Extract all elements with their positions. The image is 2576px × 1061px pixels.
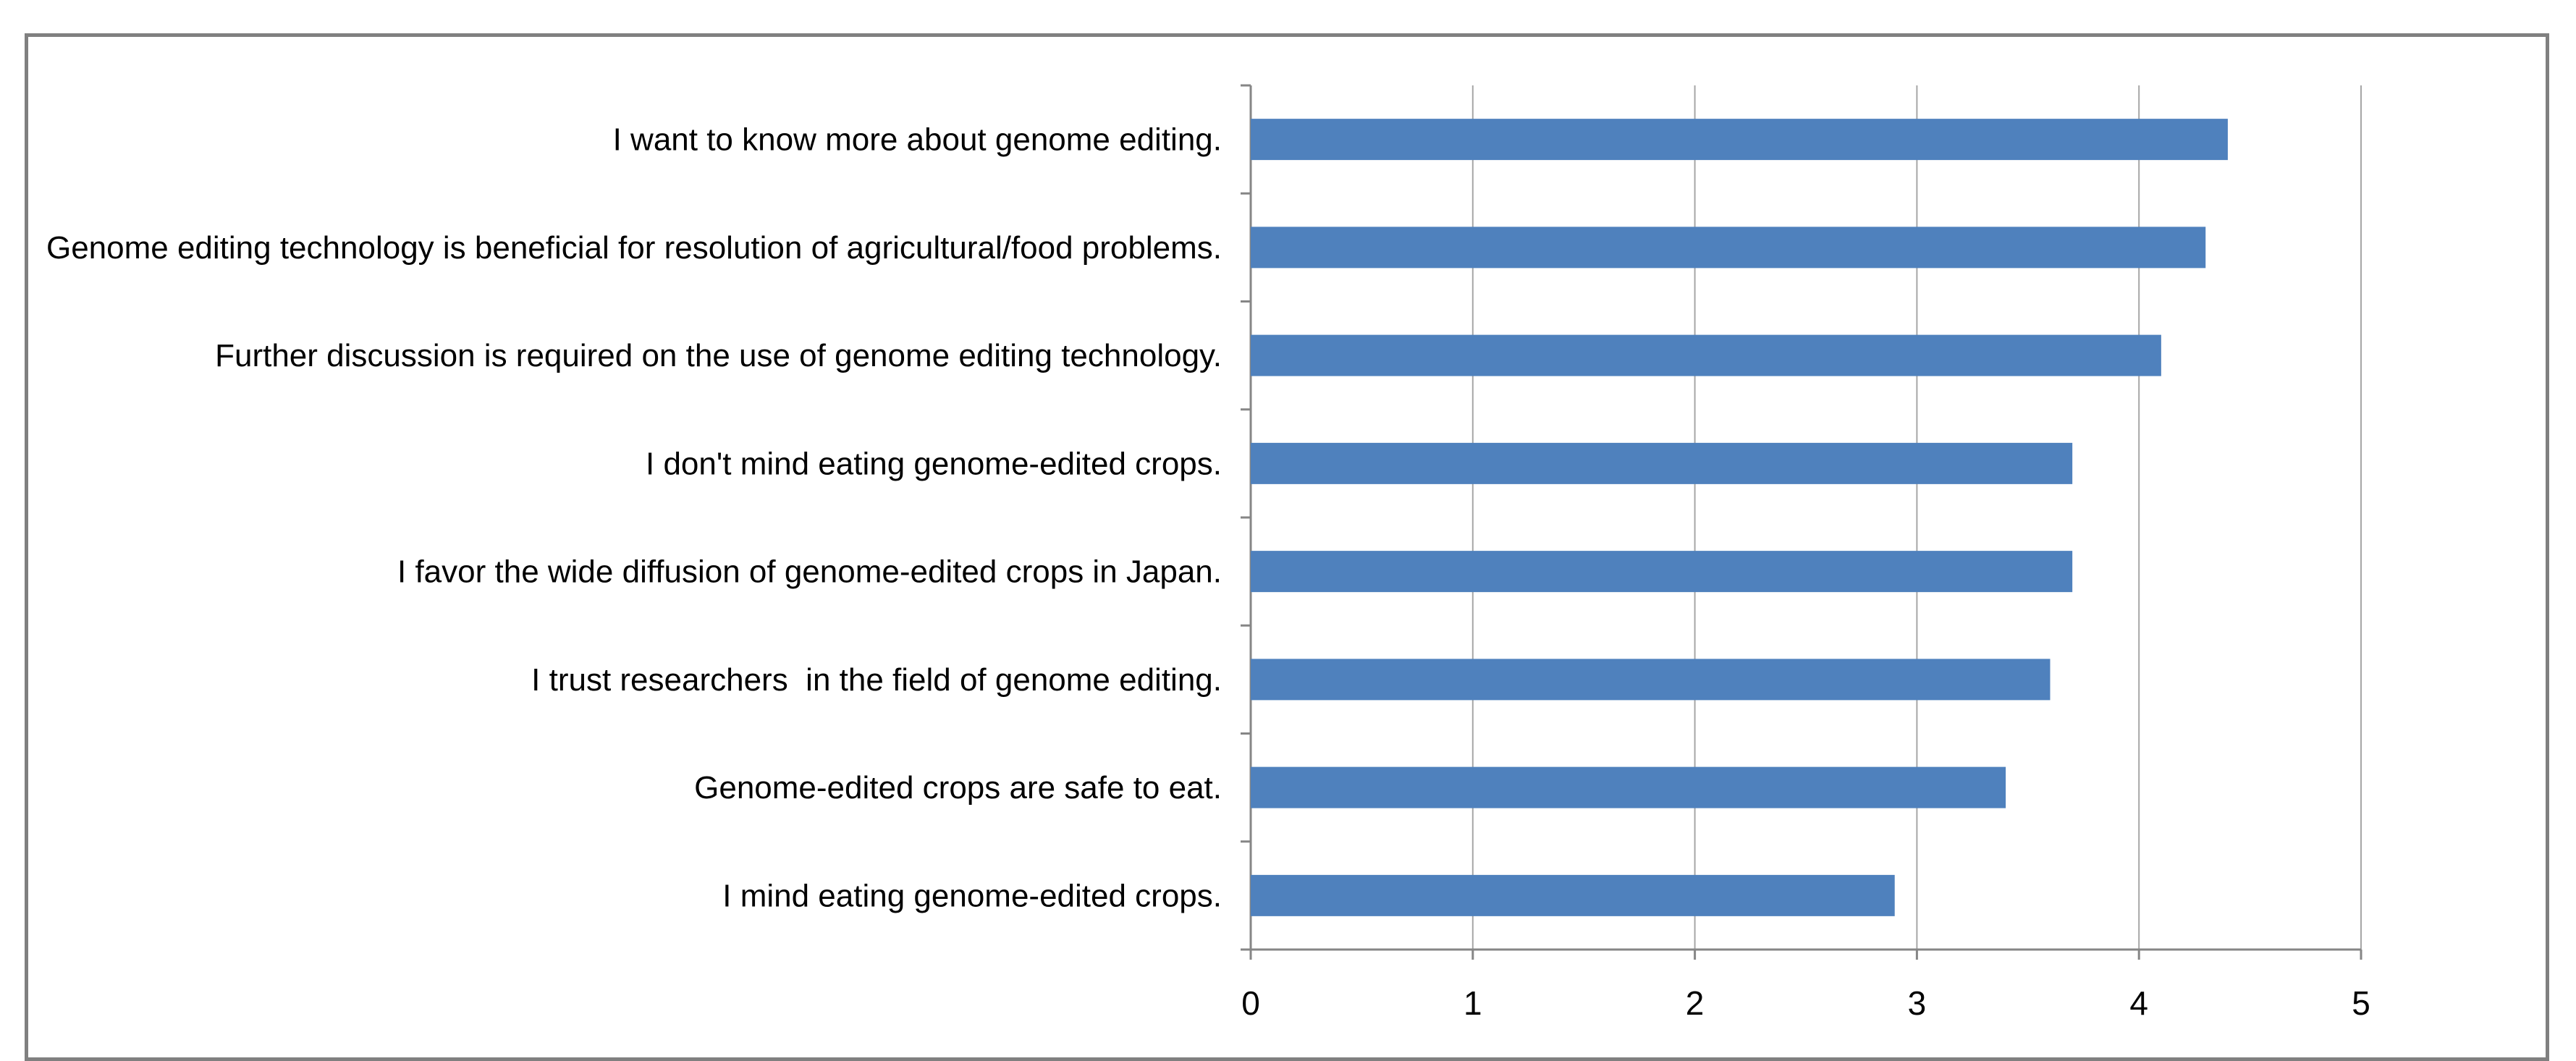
category-label: I want to know more about genome editing… [613, 122, 1222, 158]
x-tick-label: 4 [2129, 984, 2148, 1022]
category-label: I trust researchers in the field of geno… [531, 662, 1222, 698]
category-label: Genome-edited crops are safe to eat. [694, 770, 1222, 806]
x-tick-label: 5 [2352, 984, 2370, 1022]
bar [1251, 766, 2006, 808]
category-label: I mind eating genome-edited crops. [722, 878, 1222, 913]
bar [1251, 874, 1895, 916]
x-tick-label: 0 [1241, 984, 1260, 1022]
category-label: Further discussion is required on the us… [215, 338, 1222, 373]
bar [1251, 119, 2228, 161]
category-label: I favor the wide diffusion of genome-edi… [397, 554, 1222, 590]
bar [1251, 227, 2206, 269]
bar [1251, 659, 2051, 701]
x-tick-label: 2 [1686, 984, 1705, 1022]
category-label: Genome editing technology is beneficial … [46, 230, 1222, 266]
category-label: I don't mind eating genome-edited crops. [646, 446, 1222, 481]
bar [1251, 442, 2073, 484]
x-tick-label: 3 [1908, 984, 1927, 1022]
bar [1251, 334, 2161, 376]
x-tick-label: 1 [1464, 984, 1482, 1022]
bar [1251, 551, 2073, 593]
